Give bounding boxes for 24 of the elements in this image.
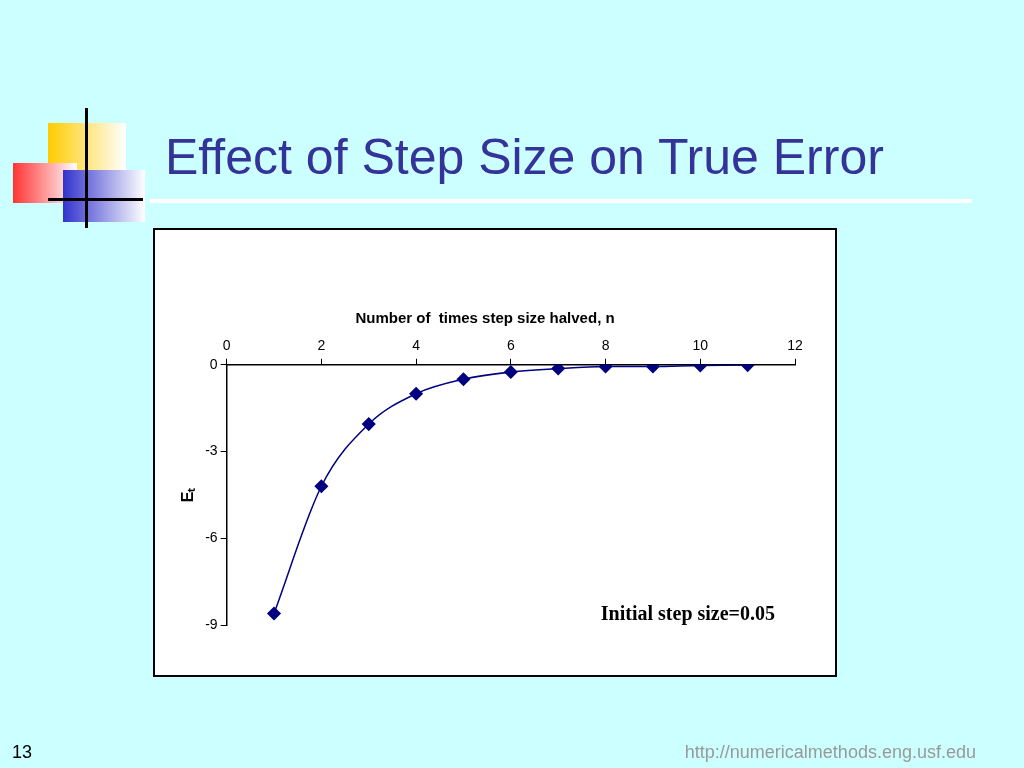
x-tick-label: 0	[222, 337, 231, 354]
x-tick-label: 10	[692, 337, 709, 354]
y-tick-label: -9	[205, 615, 218, 632]
x-tick-label: 6	[506, 337, 515, 354]
point	[361, 417, 376, 431]
x-tick-label: 8	[601, 337, 610, 354]
point	[314, 479, 329, 493]
chart-title: Effect of Step Size on True Error	[165, 128, 884, 186]
annotation: Initial step size=0.05	[600, 602, 775, 625]
x-tick-label: 4	[412, 337, 421, 354]
y-axis-title: Eₜ	[179, 487, 197, 503]
text: 13	[12, 742, 33, 763]
x-tick-label: 2	[317, 337, 326, 354]
point	[456, 372, 471, 387]
y-tick-label: -6	[205, 529, 218, 546]
point	[267, 606, 281, 621]
y-tick-label: 0	[209, 355, 218, 372]
y-tick-label: -3	[205, 442, 218, 459]
point	[504, 365, 518, 379]
text: http://numericalmethods.eng.usf.edu	[684, 742, 976, 763]
point	[409, 386, 423, 401]
x-axis-title: Number of times step size halved, n	[355, 309, 615, 327]
x-tick-label: 12	[787, 337, 803, 354]
point	[551, 364, 565, 376]
